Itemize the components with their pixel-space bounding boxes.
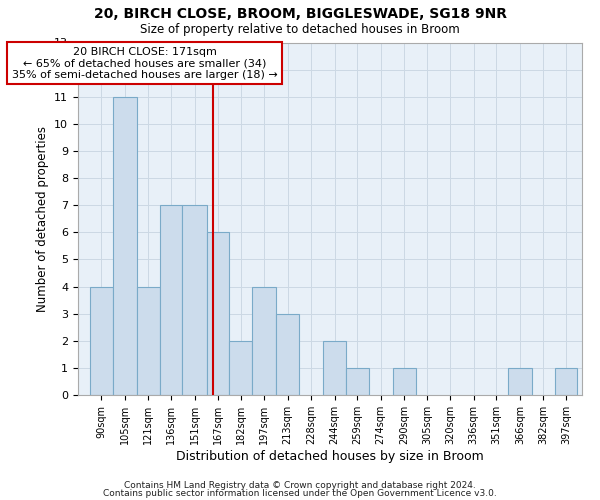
Bar xyxy=(555,368,577,395)
Bar xyxy=(182,205,206,395)
Bar xyxy=(276,314,299,395)
Bar xyxy=(160,205,182,395)
Text: Size of property relative to detached houses in Broom: Size of property relative to detached ho… xyxy=(140,22,460,36)
X-axis label: Distribution of detached houses by size in Broom: Distribution of detached houses by size … xyxy=(176,450,484,462)
Text: 20 BIRCH CLOSE: 171sqm
← 65% of detached houses are smaller (34)
35% of semi-det: 20 BIRCH CLOSE: 171sqm ← 65% of detached… xyxy=(12,46,277,80)
Text: 20, BIRCH CLOSE, BROOM, BIGGLESWADE, SG18 9NR: 20, BIRCH CLOSE, BROOM, BIGGLESWADE, SG1… xyxy=(94,8,506,22)
Bar xyxy=(206,232,229,395)
Bar xyxy=(137,286,160,395)
Bar xyxy=(90,286,113,395)
Y-axis label: Number of detached properties: Number of detached properties xyxy=(35,126,49,312)
Bar xyxy=(323,341,346,395)
Bar xyxy=(508,368,532,395)
Bar xyxy=(393,368,416,395)
Bar xyxy=(113,96,137,395)
Text: Contains public sector information licensed under the Open Government Licence v3: Contains public sector information licen… xyxy=(103,488,497,498)
Text: Contains HM Land Registry data © Crown copyright and database right 2024.: Contains HM Land Registry data © Crown c… xyxy=(124,481,476,490)
Bar xyxy=(252,286,276,395)
Bar xyxy=(346,368,368,395)
Bar xyxy=(229,341,252,395)
